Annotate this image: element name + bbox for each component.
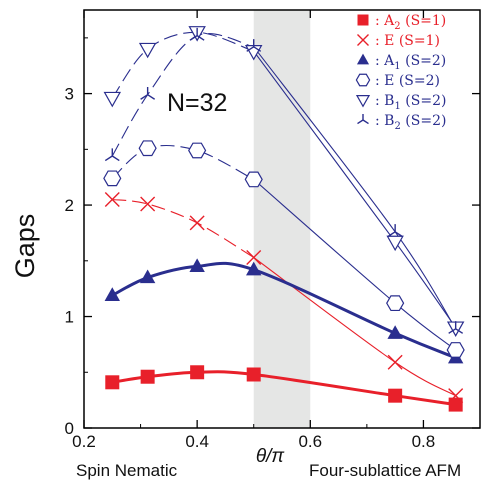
triangle-up-marker (104, 287, 120, 301)
tri-star-marker (189, 27, 205, 41)
square-marker (140, 369, 155, 384)
system-size-annotation: N=32 (167, 89, 227, 117)
legend-entry: : B1 (S=2) (375, 93, 446, 112)
x-tick-label: 0.8 (412, 432, 436, 451)
tri-star-marker (448, 321, 464, 334)
x-marker (104, 191, 120, 207)
triangle-down-marker (103, 91, 122, 108)
series-line-dashed (111, 33, 254, 157)
legend-entry: : E (S=2) (375, 73, 440, 89)
y-tick-label: 3 (65, 85, 74, 104)
square-marker (190, 365, 205, 380)
shaded-transition-region (253, 10, 311, 428)
series-line (253, 50, 457, 328)
series-line (253, 257, 456, 397)
tri-star-marker (357, 113, 369, 125)
square-marker (105, 375, 120, 390)
legend-entry: : B2 (S=2) (375, 113, 446, 132)
series-line (253, 179, 457, 351)
legend: : A2 (S=1): E (S=1) : A1 (S=2): E (S=2) : … (355, 13, 446, 132)
legend-entry: : A1 (S=2) (375, 53, 446, 72)
legend-entry: : E (S=1) (375, 33, 440, 49)
tri-star-marker (140, 87, 156, 100)
triangle-down-marker (386, 235, 404, 252)
series-line-dashed (111, 144, 254, 180)
tri-star-marker (246, 39, 262, 52)
legend-entry: : A2 (S=1) (375, 13, 446, 32)
x-marker (189, 215, 205, 231)
axis-ticks: 0.2 0.4 0.6 0.8 0 1 2 3 (65, 10, 480, 451)
triangle-down-marker (138, 42, 157, 59)
x-marker (246, 249, 262, 265)
hexagon-marker (103, 170, 122, 187)
hexagon-marker (244, 171, 263, 188)
series-markers (103, 26, 465, 412)
y-tick-label: 1 (65, 308, 74, 327)
tri-star-marker (387, 224, 403, 237)
triangle-up-marker (246, 261, 262, 276)
y-tick-label: 0 (65, 419, 74, 438)
series-line-dashed (112, 198, 255, 258)
hexagon-marker (386, 295, 405, 312)
square-marker (357, 14, 369, 26)
y-tick-label: 2 (65, 196, 74, 215)
hexagon-marker (188, 142, 207, 159)
triangle-up-marker (387, 325, 403, 339)
shaded-region (253, 10, 311, 428)
x-marker (387, 354, 403, 370)
square-marker (448, 397, 463, 412)
tri-star-marker (104, 148, 120, 162)
triangle-up-marker (356, 53, 370, 65)
x-tick-label: 0.4 (185, 432, 209, 451)
x-tick-label: 0.2 (72, 432, 96, 451)
hexagon-marker (446, 342, 465, 358)
hexagon-marker (355, 73, 371, 87)
square-marker (388, 388, 403, 403)
square-marker (246, 367, 261, 382)
series-line (253, 46, 457, 330)
x-marker (448, 388, 464, 404)
spin-nematic-label: Spin Nematic (76, 461, 178, 480)
y-axis-label: Gaps (10, 214, 40, 279)
four-sublattice-afm-label: Four-sublattice AFM (309, 461, 461, 480)
triangle-down-marker (355, 94, 371, 108)
plot-frame (83, 9, 481, 429)
series-line-dashed (111, 31, 254, 99)
x-marker (357, 34, 369, 46)
x-axis-label: θ/π (256, 446, 286, 467)
x-marker (140, 196, 156, 212)
triangle-up-marker (189, 258, 205, 272)
hexagon-marker (138, 140, 157, 157)
triangle-up-marker (139, 269, 156, 284)
x-tick-label: 0.6 (298, 432, 322, 451)
